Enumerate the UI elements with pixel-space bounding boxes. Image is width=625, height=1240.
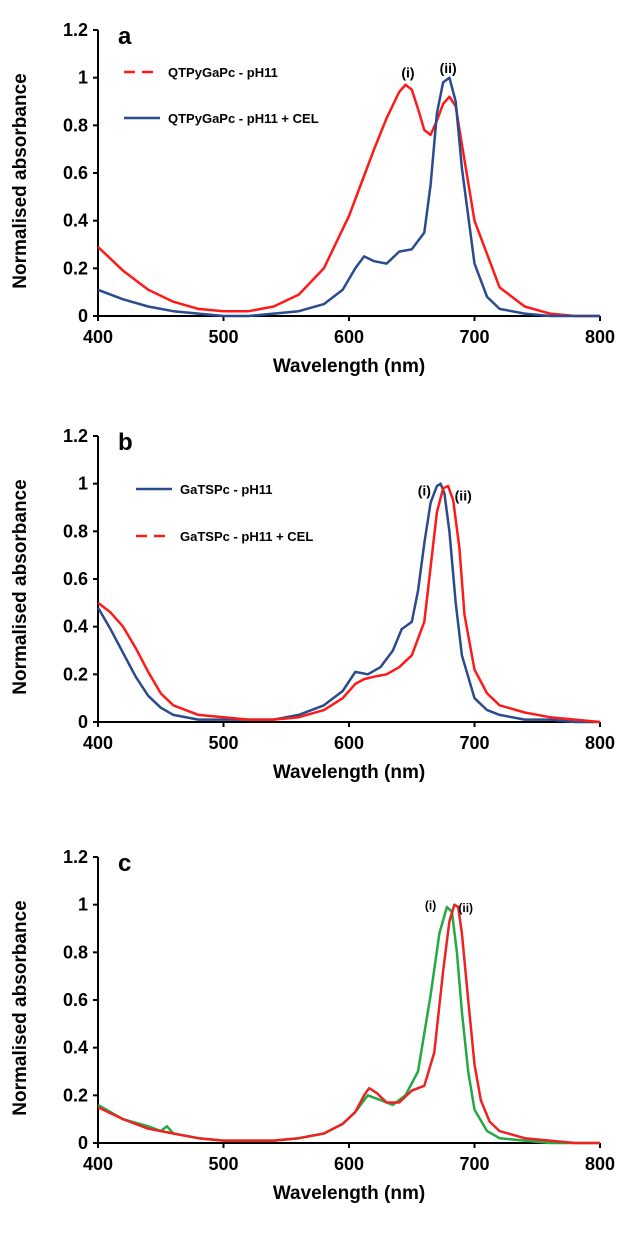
chart-b-x-tick-label: 400 [83,733,113,753]
chart-b-x-tick-label: 700 [459,733,489,753]
chart-a-y-tick-label: 1 [78,68,88,88]
chart-b-panel-letter: b [118,429,133,456]
chart-c-series-line-1 [97,905,600,1145]
chart-b-peak-annotation: (ii) [455,487,472,503]
chart-b-svg: 0 0.2 0.4 0.6 0.8 1 1.2 400 500 600 700 800 Waveleng… [10,426,615,783]
chart-a-series-line-2 [97,76,600,318]
chart-a-y-tick-label: 0.8 [63,115,88,135]
chart-b-y-tick-label: 0.8 [63,521,88,541]
chart-b-series-line-2 [97,484,601,724]
chart-c-svg: 0 0.2 0.4 0.6 0.8 1 1.2 400 500 600 700 800 Waveleng… [10,847,615,1204]
chart-b-y-tick-label: 1.2 [63,426,88,446]
chart-b-y-tick-label: 0.2 [63,664,88,684]
chart-c-x-tick-label: 400 [83,1154,113,1174]
chart-b-y-tick-label: 0.6 [63,569,88,589]
chart-b-x-tick-label: 800 [585,733,615,753]
chart-c-y-axis-title: Normalised absorbance [10,900,31,1115]
chart-b-series-line-1 [96,482,600,724]
chart-a-y-tick-label: 1.2 [63,20,88,40]
chart-b-legend-label-1: GaTSPc - pH11 [180,482,272,497]
chart-a-y-axis-title: Normalised absorbance [10,73,31,288]
chart-panel-c: 0 0.2 0.4 0.6 0.8 1 1.2 400 500 600 700 800 Waveleng… [0,827,625,1240]
chart-c-x-tick-label: 800 [585,1154,615,1174]
chart-c-y-tick-label: 0.2 [63,1085,88,1105]
chart-c-x-axis-title: Wavelength (nm) [273,1183,425,1204]
chart-c-y-tick-label: 0.6 [63,990,88,1010]
chart-c-peak-annotation: (i) [425,898,436,912]
chart-panel-a: 0 0.2 0.4 0.6 0.8 1 1.2 400 500 600 700 800 Waveleng… [0,0,625,413]
chart-a-y-tick-label: 0.4 [63,211,88,231]
chart-c-x-tick-label: 700 [459,1154,489,1174]
chart-a-x-tick-label: 700 [459,327,489,347]
chart-b-y-tick-label: 0 [78,712,88,732]
chart-b-y-tick-label: 1 [78,474,88,494]
chart-b-x-tick-label: 600 [334,733,364,753]
chart-b-peak-annotation: (i) [418,483,431,499]
chart-a-y-tick-label: 0.2 [63,258,88,278]
chart-c-y-tick-label: 0 [78,1133,88,1153]
chart-c-x-tick-label: 500 [208,1154,238,1174]
chart-c-y-tick-label: 1 [78,895,88,915]
chart-c-y-tick-label: 0.4 [63,1038,88,1058]
chart-a-panel-letter: a [118,23,132,50]
chart-a-peak-annotation: (ii) [440,60,457,76]
chart-c-series-line-2 [97,903,600,1145]
chart-b-legend-label-2: GaTSPc - pH11 + CEL [180,529,313,544]
chart-b-x-axis-title: Wavelength (nm) [273,762,425,783]
chart-a-x-tick-label: 800 [585,327,615,347]
chart-c-y-tick-label: 0.8 [63,942,88,962]
chart-c-panel-letter: c [118,850,131,877]
chart-b-y-axis-title: Normalised absorbance [10,479,31,694]
chart-c-x-tick-label: 600 [334,1154,364,1174]
chart-a-y-tick-label: 0 [78,306,88,326]
chart-a-peak-annotation: (i) [401,65,414,81]
chart-a-svg: 0 0.2 0.4 0.6 0.8 1 1.2 400 500 600 700 800 Waveleng… [10,20,615,377]
chart-a-legend-label-1: QTPyGaPc - pH11 [168,65,278,80]
chart-a-y-tick-label: 0.6 [63,163,88,183]
chart-panel-b: 0 0.2 0.4 0.6 0.8 1 1.2 400 500 600 700 800 Waveleng… [0,406,625,819]
chart-c-y-tick-label: 1.2 [63,847,88,867]
chart-a-x-tick-label: 400 [83,327,113,347]
chart-b-y-tick-label: 0.4 [63,617,88,637]
chart-a-x-tick-label: 600 [334,327,364,347]
chart-b-x-tick-label: 500 [208,733,238,753]
chart-a-legend-label-2: QTPyGaPc - pH11 + CEL [168,111,319,126]
chart-a-x-axis-title: Wavelength (nm) [273,356,425,377]
chart-a-series-line-1 [97,83,600,318]
chart-c-peak-annotation: (ii) [458,901,473,915]
chart-a-x-tick-label: 500 [208,327,238,347]
